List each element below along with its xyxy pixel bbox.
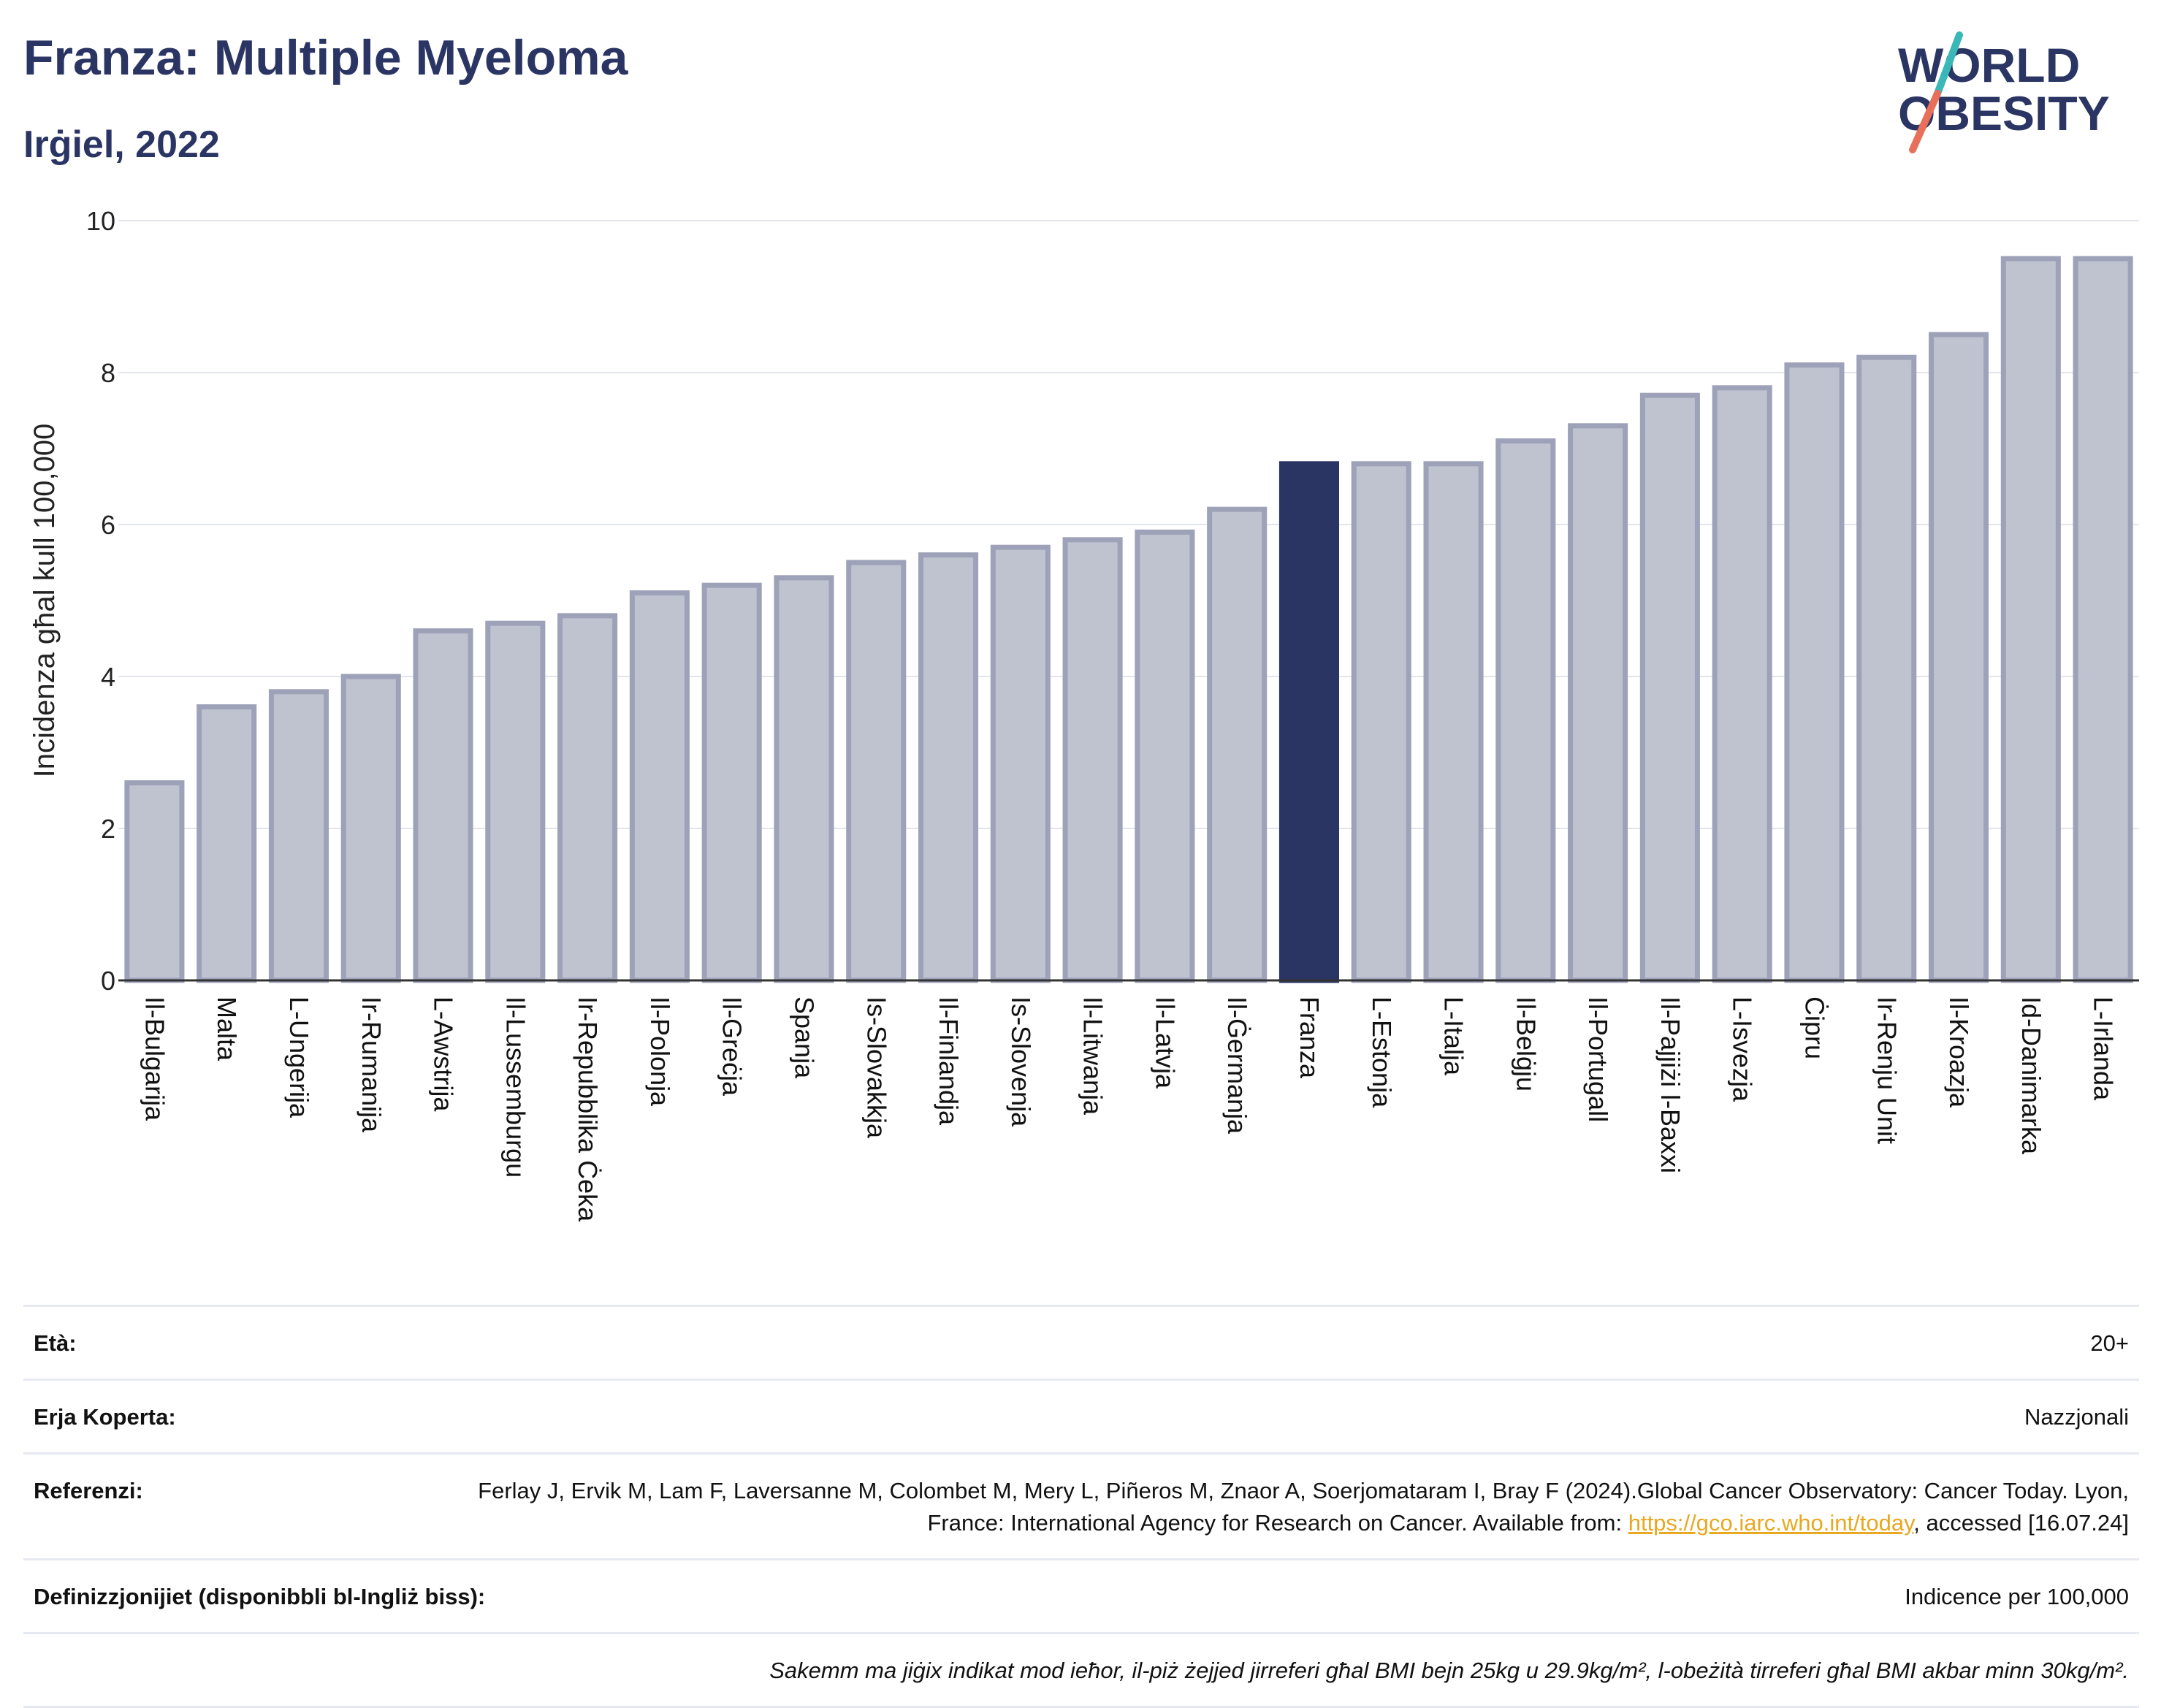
area-value: Nazzjonali xyxy=(2024,1404,2129,1430)
x-tick-label: Il-Greċja xyxy=(717,996,747,1097)
bar xyxy=(340,674,401,983)
bar xyxy=(1278,461,1340,983)
definitions-label: Definizzjonijiet (disponibbli bl-Ingliż … xyxy=(34,1584,486,1609)
bar xyxy=(2000,256,2061,983)
logo-line1: WORLD xyxy=(1898,38,2080,92)
age-label: Età: xyxy=(34,1330,77,1356)
bar xyxy=(268,689,329,983)
x-tick-label: L-Estonja xyxy=(1367,996,1397,1108)
y-tick-label: 4 xyxy=(101,662,115,692)
x-tick-label: Il-Pajjiżi l-Baxxi xyxy=(1655,996,1685,1173)
bar xyxy=(1856,354,1917,983)
x-tick-label: Il-Kroazja xyxy=(1944,996,1974,1108)
y-axis-label: Incidenza għal kull 100,000 xyxy=(28,424,61,778)
bar xyxy=(774,575,834,983)
x-tick-label: Il-Belġju xyxy=(1511,996,1541,1091)
x-tick-label: Il-Bulgarija xyxy=(140,996,169,1121)
bar xyxy=(413,628,473,983)
bar xyxy=(629,590,690,983)
references-text-2: , accessed [16.07.24] xyxy=(1913,1510,2129,1536)
age-value: 20+ xyxy=(2090,1330,2129,1356)
x-tick-label: Ir-Repubblika Ċeka xyxy=(573,996,603,1222)
x-tick-label: Franza xyxy=(1295,996,1325,1079)
chart-subtitle: Irġiel, 2022 xyxy=(23,123,220,166)
world-obesity-logo: WORLD OBESITY xyxy=(1898,31,2110,153)
y-tick-label: 0 xyxy=(101,966,115,996)
x-tick-label: Il-Lussemburgu xyxy=(500,996,530,1178)
x-tick-label: L-Ungerija xyxy=(284,996,314,1118)
bar xyxy=(1207,506,1268,983)
bar xyxy=(197,704,257,983)
x-tick-label: L-Italja xyxy=(1439,996,1469,1076)
bar xyxy=(485,620,546,983)
info-row-references: Referenzi: Ferlay J, Ervik M, Lam F, Lav… xyxy=(23,1452,2139,1558)
bar xyxy=(1062,537,1123,983)
x-tick-label: L-Awstrija xyxy=(429,996,459,1112)
bar xyxy=(1928,332,1989,983)
area-label: Erja Koperta: xyxy=(34,1404,176,1430)
y-tick-label: 2 xyxy=(101,814,115,844)
logo-slash-teal xyxy=(1934,31,1963,97)
bar xyxy=(1135,529,1195,983)
info-row-definitions: Definizzjonijiet (disponibbli bl-Ingliż … xyxy=(23,1558,2139,1632)
y-tick-label: 6 xyxy=(101,510,115,540)
bar xyxy=(1351,461,1411,983)
bar xyxy=(124,780,185,983)
bar-chart: 0 2 4 6 8 10 Il-Bulgarija Malta L-Ungerija Ir-Rum… xyxy=(28,206,2139,1222)
x-tick-label: Il-Finlandja xyxy=(934,996,964,1126)
x-tick-label: Ir-Rumanija xyxy=(357,996,386,1133)
bar xyxy=(1639,392,1700,983)
definitions-value: Indicence per 100,000 xyxy=(1905,1584,2129,1609)
bar xyxy=(701,582,762,983)
info-row-area: Erja Koperta: Nazzjonali xyxy=(23,1379,2139,1452)
references-value: Ferlay J, Ervik M, Lam F, Laversanne M, … xyxy=(412,1475,2129,1539)
footnote: Sakemm ma jiġix indikat mod ieħor, il-pi… xyxy=(769,1658,2129,1683)
x-tick-label: Il-Portugall xyxy=(1583,996,1613,1122)
bar xyxy=(1495,438,1556,983)
x-tick-label: Malta xyxy=(212,996,242,1061)
x-tick-label: L-Isvezja xyxy=(1728,996,1758,1102)
x-tick-label: Is-Slovakkja xyxy=(861,996,891,1139)
info-row-note: Sakemm ma jiġix indikat mod ieħor, il-pi… xyxy=(23,1632,2139,1708)
bar xyxy=(2073,256,2133,983)
x-tick-label: Is-Slovenja xyxy=(1006,996,1036,1127)
x-tick-label: Il-Litwanja xyxy=(1078,996,1108,1116)
bar xyxy=(990,544,1051,983)
x-tick-label: Ċipru xyxy=(1799,996,1829,1059)
logo-slash-coral xyxy=(1909,90,1941,153)
bar xyxy=(1784,362,1845,983)
x-tick-label: Ir-Renju Unit xyxy=(1872,996,1902,1144)
references-label: Referenzi: xyxy=(34,1478,143,1503)
bar xyxy=(557,613,618,983)
x-tick-label: Id-Danimarka xyxy=(2016,996,2046,1155)
references-text-1: Ferlay J, Ervik M, Lam F, Laversanne M, … xyxy=(478,1478,2129,1536)
y-tick-label: 10 xyxy=(86,206,115,236)
bar xyxy=(1568,423,1628,983)
info-table: Età: 20+ Erja Koperta: Nazzjonali Refere… xyxy=(23,1305,2139,1708)
x-tick-label: Spanja xyxy=(789,996,819,1079)
x-tick-label: Il-Polonja xyxy=(645,996,675,1107)
bar xyxy=(846,560,907,983)
info-row-age: Età: 20+ xyxy=(23,1305,2139,1379)
y-tick-label: 8 xyxy=(101,358,115,388)
references-link[interactable]: https://gco.iarc.who.int/today xyxy=(1628,1510,1914,1536)
x-tick-label: L-Irlanda xyxy=(2089,996,2119,1101)
x-tick-label: Il-Ġermanja xyxy=(1222,996,1252,1135)
bar xyxy=(1423,461,1484,983)
bar xyxy=(1712,385,1772,983)
bar xyxy=(918,552,979,983)
chart-title: Franza: Multiple Myeloma xyxy=(23,30,628,85)
x-tick-label: Il-Latvja xyxy=(1150,996,1180,1089)
